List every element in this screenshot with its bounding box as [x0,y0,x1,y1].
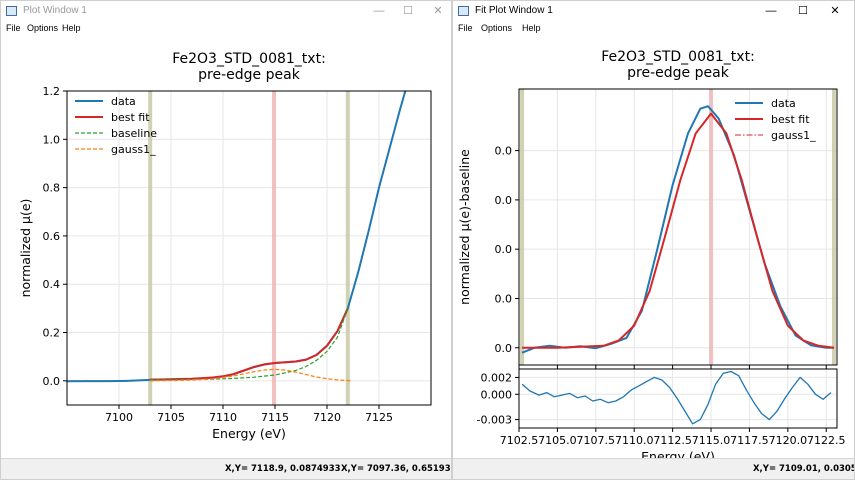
y-tick-label: 0.0 [495,145,513,158]
chart-svg[interactable]: 7100 7105 7110 7115 7120 7125 0.0 0.2 0.4 0.6 0.8 1… [1,37,451,459]
close-button[interactable]: ✕ [830,5,840,17]
plot-area[interactable]: 7100 7105 7110 7115 7120 7125 0.0 0.2 0.4 0.6 0.8 1… [1,37,451,459]
y-tick-label: 0.0 [495,194,513,207]
series-line-baseline [150,308,349,381]
minimize-button[interactable]: — [373,5,385,17]
series-line-residual [521,370,832,425]
x-tick-label: 7120 [313,411,341,424]
y-tick-label: 0.4 [43,278,61,291]
chart-title: Fe2O3_STD_0081_txt: [172,51,326,67]
x-tick-label: 7122.5 [807,434,846,447]
y-tick-label: 0.002 [481,371,513,384]
y-tick-label: 0.8 [43,182,61,195]
x-tick-label: 7120.0 [769,434,808,447]
x-tick-label: 7102.5 [500,434,539,447]
click-readout: X,Y= 7097.36, 0.651932 [341,464,452,474]
app-window-icon [6,6,17,16]
legend-label: gauss1_ [111,143,156,156]
legend-label: data [111,95,136,108]
legend-label: best fit [111,111,150,124]
x-tick-label: 7112.5 [653,434,692,447]
legend-label: best fit [771,113,810,126]
chart-title: pre-edge peak [627,65,730,81]
axes-frame [518,368,838,429]
y-tick-label: -0.003 [477,414,512,427]
x-tick-label: 7105 [157,411,185,424]
y-tick-label: 0.2 [43,327,61,340]
window-title: Plot Window 1 [23,5,87,16]
y-tick-label: 1.2 [43,85,61,98]
x-tick-label: 7110 [209,411,237,424]
y-tick-label: 1.0 [43,133,61,146]
legend-label: data [771,97,796,110]
menu-help[interactable]: Help [522,23,541,33]
x-tick-label: 7117.5 [730,434,769,447]
menu-file[interactable]: File [6,23,21,33]
x-tick-label: 7115.0 [692,434,731,447]
title-bar[interactable]: Fit Plot Window 1 — ☐ ✕ [453,1,854,22]
app-window-icon [458,6,469,16]
x-axis-label: Energy (eV) [212,426,286,441]
y-tick-label: 0.000 [481,388,513,401]
legend-label: gauss1_ [771,129,816,142]
x-tick-label: 7105.0 [538,434,577,447]
y-axis-label: normalized μ(e)-baseline [457,149,472,305]
series-line-best-fit [150,307,349,381]
y-tick-label: 0.0 [43,375,61,388]
series-line-data [521,105,834,354]
x-tick-label: 7100 [105,411,133,424]
y-axis-label: normalized μ(e) [18,199,33,298]
status-bar: X,Y= 7118.9, 0.0874933 X,Y= 7097.36, 0.6… [1,458,451,479]
y-tick-label: 0.0 [495,243,513,256]
maximize-button[interactable]: ☐ [403,5,413,17]
x-tick-label: 7115 [261,411,289,424]
y-tick-label: 0.6 [43,230,61,243]
minimize-button[interactable]: — [765,5,777,17]
chart-svg[interactable]: 0.0 0.0 0.0 0.0 0.0 normalized μ(e)-baseline F… [453,37,854,459]
x-tick-label: 7110.0 [615,434,654,447]
axes-frame [66,90,432,406]
maximize-button[interactable]: ☐ [798,5,808,17]
y-tick-label: 0.0 [495,342,513,355]
series-line-gauss1- [150,368,351,382]
status-bar: X,Y= 7109.01, 0.03055 [453,458,854,479]
close-button[interactable]: ✕ [433,5,443,17]
fit-plot-window: Fit Plot Window 1 — ☐ ✕ File Options Hel… [452,0,855,480]
series-line-best-fit [522,112,835,349]
cursor-readout: X,Y= 7109.01, 0.03055 [753,464,855,474]
title-bar[interactable]: Plot Window 1 — ☐ ✕ [1,1,451,22]
plot-area[interactable]: 0.0 0.0 0.0 0.0 0.0 normalized μ(e)-baseline F… [453,37,854,459]
menu-file[interactable]: File [458,23,473,33]
axes-frame [518,88,838,366]
x-tick-label: 7107.5 [577,434,616,447]
menu-help[interactable]: Help [62,23,81,33]
menu-bar: File Options Help [1,22,451,36]
x-tick-label: 7125 [365,411,393,424]
chart-title: pre-edge peak [198,67,301,83]
y-tick-label: 0.0 [495,292,513,305]
menu-options[interactable]: Options [27,23,59,33]
chart-title: Fe2O3_STD_0081_txt: [601,49,755,65]
menu-bar: File Options Help [453,22,854,36]
x-axis-label: Energy (eV) [641,449,715,459]
legend-label: baseline [111,127,157,140]
menu-options[interactable]: Options [481,23,513,33]
window-title: Fit Plot Window 1 [475,5,553,16]
plot-window: Plot Window 1 — ☐ ✕ File Options Help 71… [0,0,452,480]
cursor-readout: X,Y= 7118.9, 0.0874933 [225,464,341,474]
